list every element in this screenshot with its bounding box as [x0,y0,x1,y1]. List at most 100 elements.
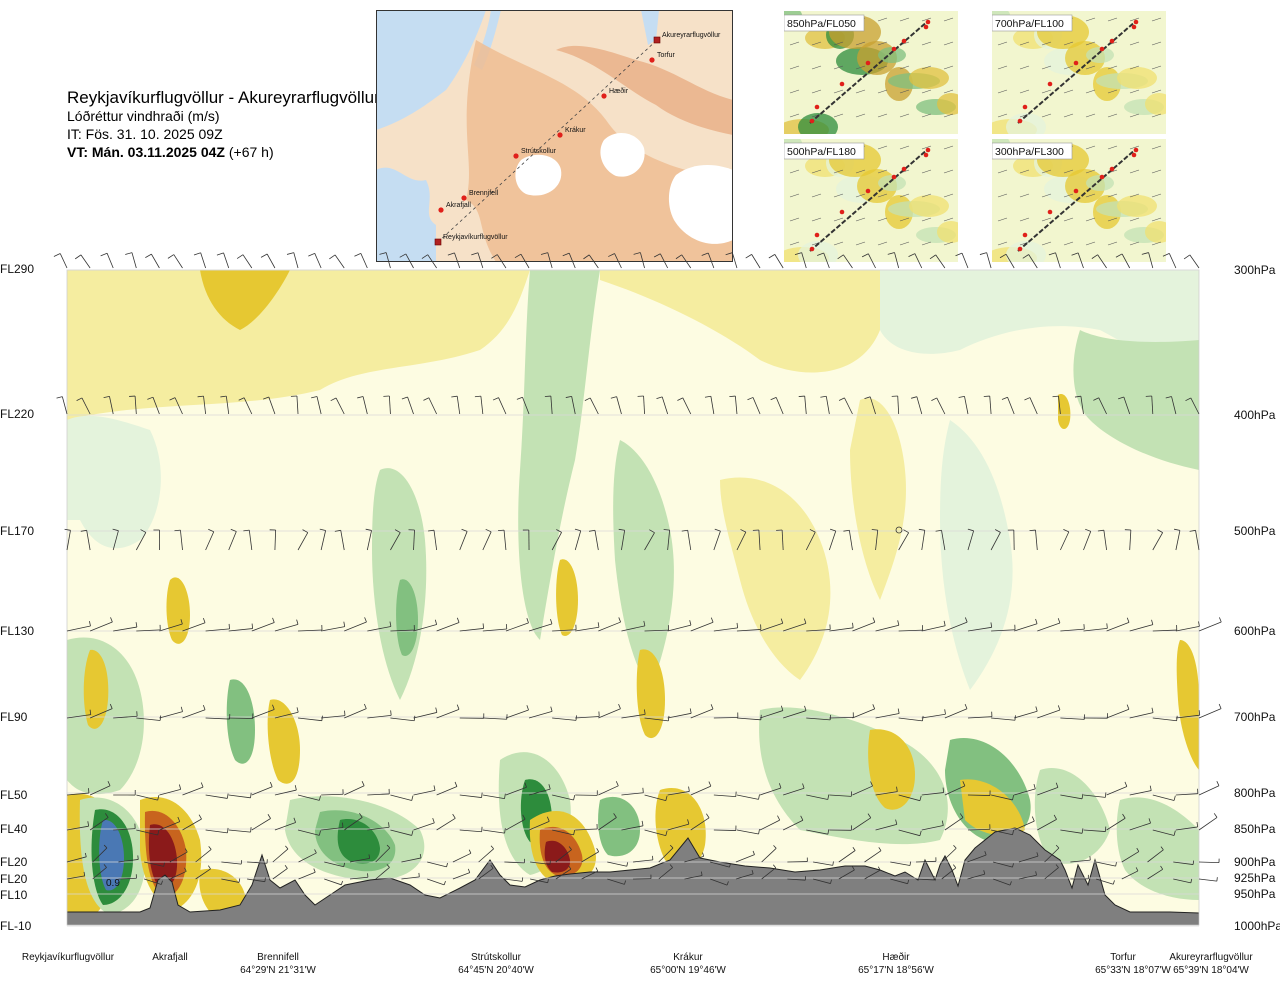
level-map-barb [1019,41,1030,46]
sinking-core [868,729,915,810]
level-map-barb [997,89,1008,94]
wind-barb-feather [220,395,227,398]
level-map-barb [833,193,844,198]
level-map-barb [1129,65,1140,70]
variable-title: Lóðréttur vindhraði (m/s) [67,108,220,124]
wind-barb-feather [272,617,275,623]
wind-barb [134,396,137,415]
wind-barb [298,629,323,632]
wind-barb-feather [359,813,363,818]
station-name: Hæðir [882,951,910,963]
wind-barb [205,794,228,799]
wind-barb [993,878,1011,886]
level-map-barb [811,241,822,246]
wind-barb-feather [870,781,873,787]
level-map-barb [921,89,932,94]
level-map-label-box [992,142,1073,160]
wind-barb [247,861,268,864]
level-map-barb [1019,113,1030,118]
wind-barb [1171,396,1177,415]
wind-barb-feather [953,845,957,849]
wind-barb-feather [386,844,391,849]
wind-barb-feather [208,865,211,870]
wind-barb [459,794,482,798]
wind-barb-feather [84,852,87,857]
wind-barb [360,253,368,269]
waypoint-label: Akrafjall [446,202,471,209]
wind-barb-feather [778,783,782,789]
wind-barb [1018,874,1037,880]
wind-barb-feather [357,396,364,399]
wind-barb [498,397,507,415]
wind-barb [621,792,644,796]
wind-barb [1151,396,1154,415]
wind-barb-feather [610,396,617,399]
sinking-core [1176,640,1199,770]
wind-barb [195,849,212,863]
level-map-barb [1063,217,1074,222]
wind-barb [594,530,599,551]
wind-barb [390,829,412,836]
rising-region [67,415,161,549]
wind-barb [66,856,87,863]
wind-barb-feather [461,528,468,532]
wind-barb [1106,817,1126,831]
wind-barb [1083,531,1092,551]
station-coordinate: 64°29'N 21°31'W [240,965,316,976]
level-map-barb [877,65,888,70]
wind-barb [405,253,414,269]
level-map-barb [877,17,888,22]
level-map-field [937,221,958,243]
wind-barb [875,791,898,796]
level-map-barb [1063,89,1074,94]
wind-barb-feather [522,814,526,820]
wind-barb [804,396,807,415]
wind-barb [1037,787,1059,796]
calm-wind-marker [895,526,903,534]
wind-barb [530,878,548,884]
valid-time-line: VT: Mán. 03.11.2025 04Z (+67 h) [67,143,380,161]
wind-barb-feather [1063,528,1069,533]
wind-barb [1060,829,1083,834]
station-coordinate: 64°45'N 20°40'W [458,965,534,976]
wind-barb-feather [354,253,362,257]
station-name: Akrafjall [152,952,188,963]
wind-barb [228,531,237,551]
wind-barb [298,871,316,880]
wind-barb [667,624,692,632]
level-map-barb [1107,217,1118,222]
wind-barb [921,713,946,719]
wind-barb [113,828,136,831]
wind-barb [268,396,276,415]
wind-barb-feather [903,529,909,534]
wind-barb-feather [1009,881,1012,886]
waypoint-marker [649,57,655,63]
wind-barb [759,787,782,796]
wind-barb [667,791,690,796]
level-map-barb [1041,217,1052,222]
level-map-barb [1129,17,1140,22]
level-map-barb [1151,217,1162,222]
level-map-barb [921,217,932,222]
level-map-barb [899,145,910,150]
wind-barb [991,717,1016,721]
rising-core [337,819,380,864]
level-map-barb [877,113,888,118]
wind-barb [921,625,946,632]
wind-barb [1198,785,1220,796]
wind-barb-feather [1048,252,1056,256]
wind-barb-feather [1216,781,1220,786]
wind-barb-feather [329,254,336,260]
wind-barb [829,794,852,797]
wind-barb [436,708,460,719]
wind-barb-feather [1148,818,1151,824]
wind-barb [407,396,414,415]
wind-barb [136,829,158,836]
wind-barb-feather [411,830,414,836]
wind-barb [761,867,777,880]
pressure-level-label: 1000hPa [1234,919,1280,933]
wind-barb [243,397,253,415]
level-map-waypoint [1047,209,1053,215]
level-map-barb [997,41,1008,46]
wind-barb-feather [565,395,572,398]
